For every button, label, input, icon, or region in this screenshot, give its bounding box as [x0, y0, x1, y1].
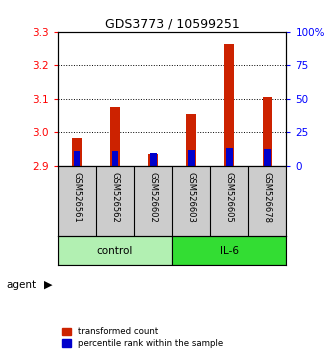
Text: ▶: ▶ [44, 280, 53, 290]
Bar [188, 150, 195, 166]
Bar [264, 149, 271, 166]
Text: GSM526562: GSM526562 [111, 172, 119, 222]
Text: GSM526603: GSM526603 [187, 172, 196, 223]
Title: GDS3773 / 10599251: GDS3773 / 10599251 [105, 18, 240, 31]
Text: GSM526602: GSM526602 [149, 172, 158, 222]
Bar [58, 236, 172, 265]
Bar [224, 44, 234, 166]
Bar [172, 236, 286, 265]
Bar [262, 97, 272, 166]
Bar [150, 153, 157, 166]
Text: control: control [97, 246, 133, 256]
Text: GSM526605: GSM526605 [225, 172, 234, 222]
Text: agent: agent [7, 280, 37, 290]
Legend: transformed count, percentile rank within the sample: transformed count, percentile rank withi… [62, 327, 223, 348]
Text: IL-6: IL-6 [220, 246, 239, 256]
Text: GSM526561: GSM526561 [72, 172, 81, 222]
Bar [186, 114, 196, 166]
Bar [110, 107, 120, 166]
Bar [72, 137, 82, 166]
Bar [112, 151, 118, 166]
Bar [148, 154, 158, 166]
Text: GSM526678: GSM526678 [263, 172, 272, 223]
Bar [226, 148, 233, 166]
Bar [73, 151, 80, 166]
